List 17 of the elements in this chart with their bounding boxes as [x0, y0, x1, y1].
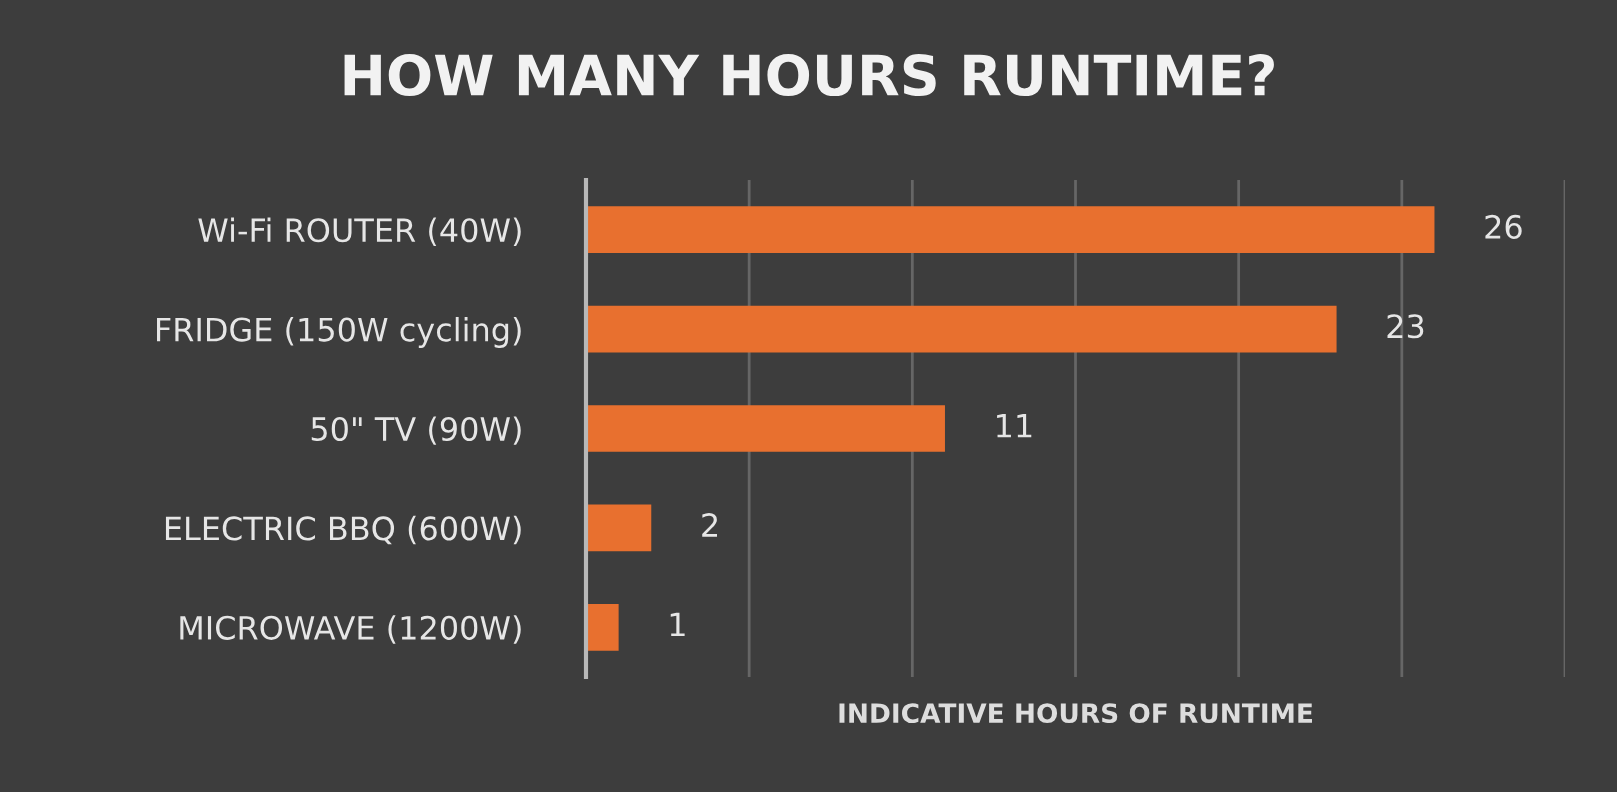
data-label: 23 [1387, 314, 1424, 339]
bar [586, 405, 945, 452]
y-tick-label: MICROWAVE (1200W) [180, 615, 521, 644]
data-label: 26 [1485, 214, 1522, 239]
y-tick-label: 50" TV (90W) [311, 416, 521, 445]
y-tick-label: Wi-Fi ROUTER (40W) [198, 217, 521, 247]
y-tick-label: FRIDGE (150W cycling) [157, 316, 521, 348]
data-label: 2 [702, 513, 717, 537]
x-axis-title: INDICATIVE HOURS OF RUNTIME [839, 703, 1312, 724]
bar [586, 504, 652, 552]
bar [586, 603, 619, 651]
data-label: 1 [670, 612, 685, 637]
chart-title: HOW MANY HOURS RUNTIME? [344, 54, 1274, 97]
bar [586, 206, 1435, 254]
bar [586, 305, 1337, 353]
data-label: 11 [997, 414, 1032, 438]
y-tick-label: ELECTRIC BBQ (600W) [165, 515, 521, 545]
